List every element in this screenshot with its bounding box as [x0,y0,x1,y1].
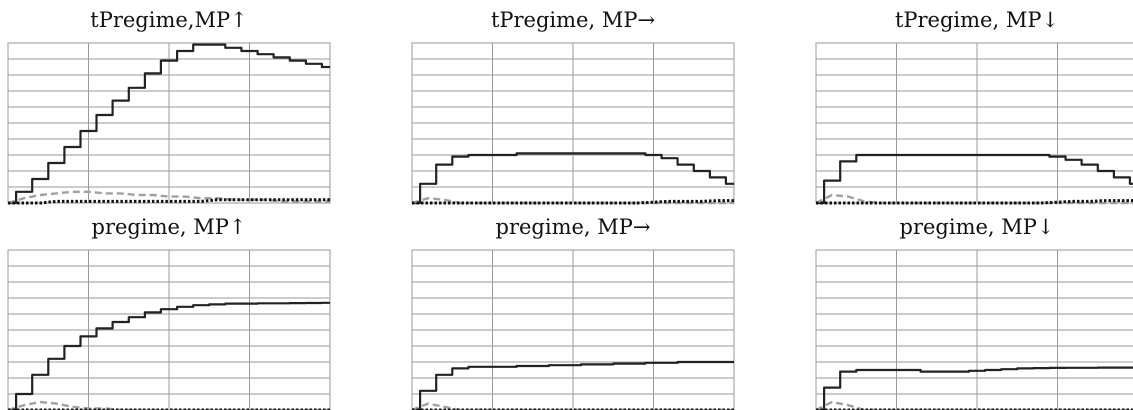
series-line-solid [412,360,734,410]
series-line-solid [8,43,330,205]
plot-area [815,249,1133,410]
series-line-solid [412,152,734,205]
plot-frame [815,249,1133,410]
plot-frame [411,249,735,410]
series-line-dashed [7,190,330,205]
plot-area [411,42,735,205]
panel-title: tPregime,MP↑ [90,8,248,32]
series-line-solid [816,366,1133,410]
plot-frame [411,42,735,204]
plot-frame [7,249,331,410]
plot-area [815,42,1133,205]
series-line-solid [8,301,330,410]
plot-frame [7,42,331,204]
plot-area [411,249,735,410]
series-line-dashed [815,193,1133,205]
plot-area [7,42,331,205]
plot-frame [815,42,1133,204]
series-line-dashed [411,197,734,205]
panel-title: tPregime, MP→ [490,8,656,32]
panel-title: pregime, MP↑ [91,215,247,239]
plot-area [7,249,331,410]
panel-title: tPregime, MP↓ [894,8,1060,32]
panel-title: pregime, MP↓ [899,215,1055,239]
panel-title: pregime, MP→ [495,215,651,239]
series-line-solid [816,153,1133,205]
